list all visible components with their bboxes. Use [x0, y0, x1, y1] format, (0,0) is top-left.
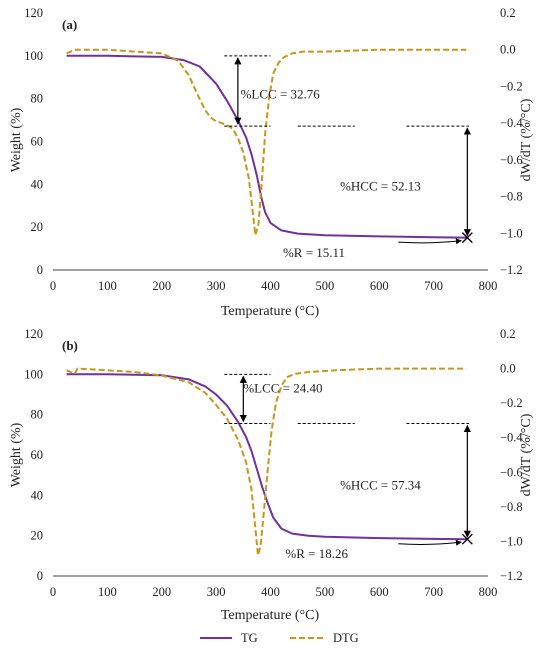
panel-b-y2-tick-label: −0.8: [500, 500, 523, 514]
panel-a-x-tick-label: 0: [50, 279, 56, 293]
panel-a-y-tick-label: 40: [31, 177, 44, 191]
panel-b-x-tick-label: 400: [261, 585, 280, 599]
panel-b-residue-pointer-arrow: [398, 539, 462, 546]
panel-a-y2-tick-label: −0.2: [500, 79, 523, 93]
panel-b-x-axis-title: Temperature (°C): [221, 608, 320, 623]
panel-a-x-tick-label: 200: [152, 279, 171, 293]
panel-b-x-tick-label: 0: [50, 585, 56, 599]
panel-b-plot: 0 100 200 300 400 500 600 700 800 0 20 40 60 80 100 120…: [24, 327, 523, 599]
legend-tg-label: TG: [241, 631, 258, 645]
panel-a-y-tick-label: 60: [31, 135, 44, 149]
panel-b: (b) Temperature (°C) Weight (%) dW/dT (%…: [9, 327, 534, 623]
panel-a-x-tick-label: 100: [98, 279, 117, 293]
panel-a-x-tick-label: 600: [370, 279, 389, 293]
panel-b-hcc-label: %HCC = 57.34: [340, 477, 421, 492]
panel-b-x-tick-label: 800: [479, 585, 498, 599]
panel-b-series-dtg-line: [66, 367, 467, 557]
panel-b-y2-axis-title: dW/dT (%/°C): [519, 413, 534, 496]
panel-a: (a) Temperature (°C) Weight (%) dW/dT (%…: [9, 6, 534, 319]
panel-a-x-tick-label: 500: [316, 279, 335, 293]
legend-dtg-label: DTG: [333, 631, 359, 645]
panel-b-y-tick-label: 20: [31, 529, 44, 543]
panel-a-y2-tick-label: −0.6: [500, 153, 523, 167]
panel-a-residue-pointer-arrow: [398, 238, 462, 245]
panel-b-residue-label: %R = 18.26: [285, 546, 348, 561]
panel-b-y2-tick-label: −0.2: [500, 396, 523, 410]
panel-a-label: (a): [62, 17, 77, 32]
panel-b-y2-tick-label: −1.2: [500, 569, 523, 583]
panel-b-x-tick-label: 700: [424, 585, 443, 599]
panel-a-y-tick-label: 20: [31, 220, 44, 234]
panel-b-label: (b): [62, 338, 78, 353]
panel-b-x-tick-label: 300: [207, 585, 226, 599]
panel-b-y2-tick-label: 0.2: [500, 327, 516, 341]
panel-a-y-axis-title: Weight (%): [9, 107, 24, 172]
panel-b-y-axis-title: Weight (%): [9, 422, 24, 487]
panel-a-hcc-label: %HCC = 52.13: [340, 178, 421, 193]
panel-a-y2-tick-label: 0.2: [500, 6, 516, 20]
panel-a-residue-marker: [461, 232, 473, 244]
panel-a-y2-tick-label: −1.2: [500, 263, 523, 277]
panel-b-y-tick-label: 100: [24, 367, 43, 381]
panel-a-y-tick-label: 100: [24, 49, 43, 63]
panel-a-x-tick-label: 400: [261, 279, 280, 293]
panel-b-y-tick-label: 80: [31, 408, 44, 422]
panel-a-series-dtg-line: [66, 48, 467, 237]
panel-a-x-tick-label: 300: [207, 279, 226, 293]
panel-a-y2-tick-label: −0.8: [500, 190, 523, 204]
panel-b-y2-tick-label: −0.4: [500, 431, 523, 445]
legend: TG DTG: [200, 631, 359, 645]
panel-b-y2-tick-label: −0.6: [500, 465, 523, 479]
panel-a-y-tick-label: 0: [37, 263, 43, 277]
panel-b-lcc-label: %LCC = 24.40: [243, 380, 322, 395]
panel-a-y2-tick-label: 0.0: [500, 43, 516, 57]
panel-b-residue-marker: [461, 533, 473, 545]
panel-a-plot: 0 100 200 300 400 500 600 700 800 0 20 40 60 80 100 120…: [24, 6, 523, 293]
panel-b-x-tick-label: 600: [370, 585, 389, 599]
panel-a-lcc-label: %LCC = 32.76: [241, 86, 321, 101]
panel-a-y2-axis-title: dW/dT (%/°C): [519, 98, 534, 181]
panel-a-y-tick-label: 120: [24, 6, 43, 20]
panel-a-x-tick-label: 800: [479, 279, 498, 293]
panel-a-series-tg-line: [66, 54, 467, 239]
panel-a-x-axis-title: Temperature (°C): [221, 304, 320, 319]
panel-a-y-tick-label: 80: [31, 92, 44, 106]
panel-b-x-tick-label: 500: [316, 585, 335, 599]
panel-b-x-tick-label: 100: [98, 585, 117, 599]
panel-b-y-tick-label: 0: [37, 569, 43, 583]
panel-b-y2-tick-label: −1.0: [500, 534, 523, 548]
panel-b-y-tick-label: 60: [31, 448, 44, 462]
panel-a-y2-tick-label: −1.0: [500, 226, 523, 240]
panel-a-residue-label: %R = 15.11: [283, 245, 345, 260]
panel-b-y2-tick-label: 0.0: [500, 362, 516, 376]
panel-a-y2-tick-label: −0.4: [500, 116, 523, 130]
panel-b-y-tick-label: 120: [24, 327, 43, 341]
panel-b-y-tick-label: 40: [31, 488, 44, 502]
panel-a-x-tick-label: 700: [424, 279, 443, 293]
panel-b-series-tg-line: [66, 373, 467, 541]
panel-b-x-tick-label: 200: [152, 585, 171, 599]
